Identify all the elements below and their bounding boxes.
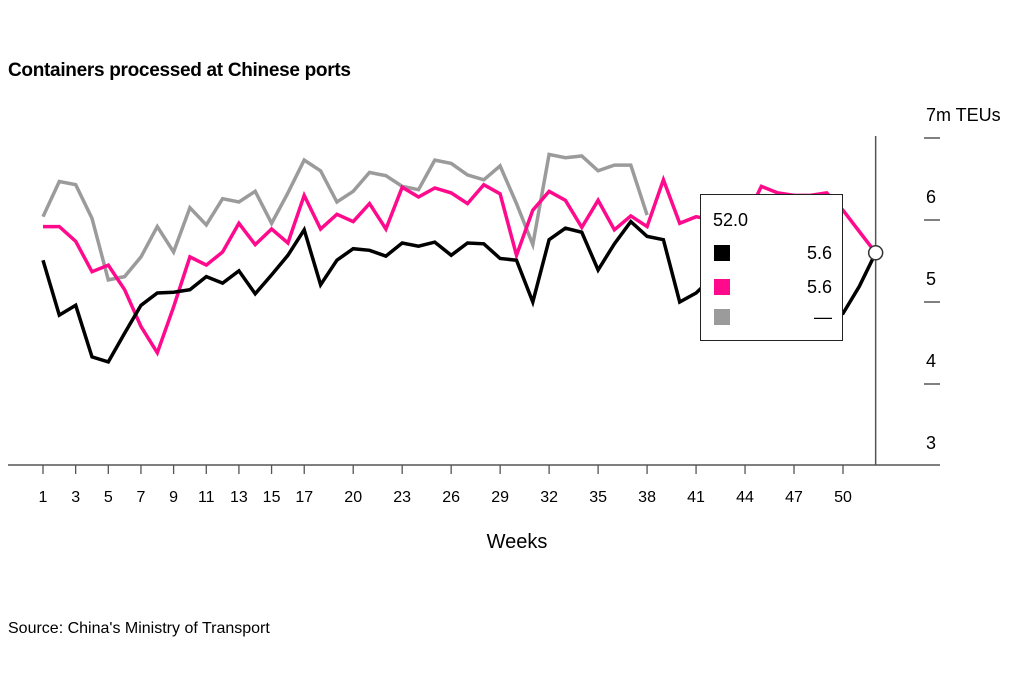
x-tick-label: 3 (71, 489, 80, 506)
hover-tooltip: 52.0 5.6 5.6 — (700, 194, 843, 341)
x-tick-label: 47 (785, 489, 803, 506)
tooltip-value: 5.6 (806, 243, 832, 263)
x-tick-label: 23 (393, 489, 411, 506)
tooltip-week: 52.0 (713, 210, 749, 230)
tooltip-row-series-3: — (714, 307, 832, 327)
y-tick-label: 4 (926, 351, 936, 371)
x-tick-label: 1 (39, 489, 48, 506)
chart-title: Containers processed at Chinese ports (8, 60, 351, 81)
x-tick-label: 44 (736, 489, 754, 506)
tooltip-row-series-1: 5.6 (714, 243, 832, 263)
x-tick-label: 41 (687, 489, 705, 506)
x-tick-label: 13 (230, 489, 248, 506)
legend-swatch-magenta (714, 279, 730, 295)
x-tick-label: 17 (295, 489, 313, 506)
y-tick-label: 6 (926, 187, 936, 207)
tooltip-value: 5.6 (806, 277, 832, 297)
x-tick-label: 9 (169, 489, 178, 506)
x-tick-label: 15 (263, 489, 281, 506)
x-tick-label: 7 (137, 489, 146, 506)
x-tick-label: 20 (344, 489, 362, 506)
x-tick-label: 38 (638, 489, 656, 506)
tooltip-value: — (814, 307, 832, 327)
x-tick-label: 35 (589, 489, 607, 506)
y-tick-label: 3 (926, 433, 936, 453)
x-tick-label: 26 (442, 489, 460, 506)
x-tick-label: 32 (540, 489, 558, 506)
x-tick-label: 11 (198, 489, 215, 506)
x-tick-label: 5 (104, 489, 113, 506)
tooltip-row-series-2: 5.6 (714, 277, 832, 297)
source-note: Source: China's Ministry of Transport (8, 620, 270, 637)
x-tick-label: 29 (491, 489, 509, 506)
legend-swatch-black (714, 245, 730, 261)
y-tick-label: 5 (926, 269, 936, 289)
x-tick-label: 50 (834, 489, 852, 506)
y-tick-label: 7m TEUs (926, 105, 1001, 125)
hover-point-marker (867, 245, 884, 261)
x-axis-title: Weeks (487, 531, 548, 553)
series-line-3 (41, 152, 649, 282)
legend-swatch-grey (714, 309, 730, 325)
